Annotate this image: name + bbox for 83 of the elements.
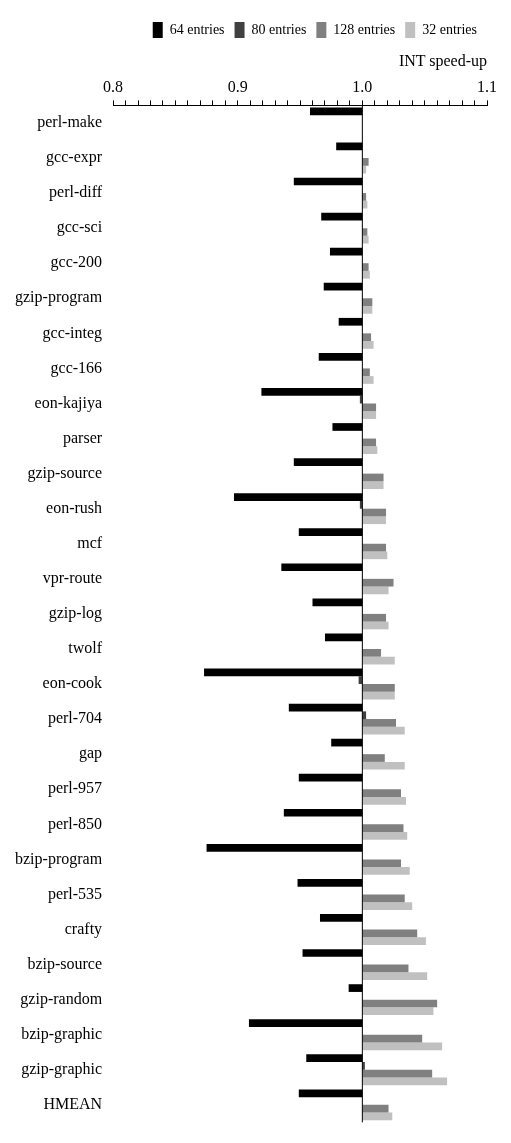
bar bbox=[362, 516, 387, 525]
y-tick-label: gzip-random bbox=[20, 989, 103, 1008]
y-tick-label: perl-850 bbox=[47, 814, 103, 833]
bar bbox=[362, 298, 373, 306]
bar bbox=[362, 972, 428, 981]
bar bbox=[362, 719, 397, 727]
bar bbox=[362, 999, 438, 1008]
bar bbox=[362, 867, 410, 875]
y-tick-label: parser bbox=[62, 428, 103, 447]
bar bbox=[362, 691, 395, 700]
y-tick-label: gzip-log bbox=[48, 604, 103, 623]
y-tick-label: bzip-program bbox=[15, 849, 103, 868]
bar bbox=[362, 551, 388, 560]
y-tick-label: twolf bbox=[68, 639, 103, 657]
y-tick-label: perl-diff bbox=[49, 183, 103, 202]
y-tick-label: vpr-route bbox=[42, 569, 103, 588]
y-tick-label: gzip-source bbox=[27, 463, 103, 482]
y-tick-label: bzip-source bbox=[27, 954, 103, 973]
bar bbox=[362, 403, 377, 412]
y-tick-label: gcc-expr bbox=[46, 148, 103, 167]
bar bbox=[362, 578, 394, 587]
legend-label: 128 entries bbox=[333, 21, 396, 37]
bar bbox=[362, 726, 405, 735]
bar bbox=[362, 1104, 389, 1113]
bar bbox=[362, 684, 395, 692]
x-tick-label: 0.9 bbox=[227, 78, 248, 95]
bar bbox=[362, 158, 369, 166]
y-tick-label: gcc-sci bbox=[56, 218, 103, 237]
bar bbox=[362, 754, 385, 762]
bar bbox=[362, 586, 389, 595]
y-tick-label: gzip-graphic bbox=[21, 1060, 103, 1078]
y-tick-label: perl-957 bbox=[47, 779, 103, 798]
bar bbox=[362, 446, 378, 454]
bar bbox=[362, 832, 408, 840]
y-tick-label: mcf bbox=[77, 533, 103, 551]
legend-label: 32 entries bbox=[422, 21, 478, 37]
bar bbox=[362, 263, 369, 271]
y-tick-label: gcc-200 bbox=[50, 253, 103, 272]
y-tick-label: gzip-program bbox=[15, 288, 103, 307]
bar bbox=[362, 796, 406, 805]
x-tick-label: 1.1 bbox=[477, 78, 497, 95]
x-tick-label: 1.0 bbox=[352, 78, 373, 95]
bar bbox=[362, 1007, 434, 1016]
y-tick-label: crafty bbox=[64, 919, 103, 938]
y-tick-label: eon-kajiya bbox=[34, 393, 103, 412]
bar bbox=[362, 333, 372, 342]
x-tick-label: 0.8 bbox=[103, 78, 124, 95]
y-tick-label: gcc-166 bbox=[50, 358, 103, 377]
bar bbox=[362, 473, 384, 482]
bar bbox=[362, 376, 374, 384]
bar bbox=[362, 1077, 448, 1086]
y-tick-label: HMEAN bbox=[43, 1095, 103, 1113]
bar bbox=[362, 937, 426, 945]
bar bbox=[362, 235, 369, 244]
bar bbox=[362, 656, 395, 665]
bar bbox=[362, 481, 384, 490]
bar bbox=[362, 411, 377, 419]
bar bbox=[362, 1069, 433, 1078]
y-tick-label: bzip-graphic bbox=[21, 1024, 103, 1043]
bar bbox=[362, 761, 405, 770]
y-tick-label: perl-make bbox=[37, 113, 103, 132]
bar bbox=[362, 305, 373, 314]
legend-label: 80 entries bbox=[251, 21, 307, 37]
y-tick-label: perl-704 bbox=[47, 709, 103, 728]
y-tick-label: gcc-integ bbox=[42, 323, 103, 342]
bar bbox=[362, 270, 370, 279]
y-tick-label: eon-cook bbox=[42, 674, 103, 692]
y-tick-label: gap bbox=[78, 744, 103, 763]
bar bbox=[362, 613, 387, 622]
bar bbox=[362, 621, 389, 630]
legend-label: 64 entries bbox=[169, 21, 225, 37]
x-axis-title: INT speed-up bbox=[398, 51, 487, 70]
bar bbox=[362, 859, 401, 868]
bar bbox=[362, 894, 405, 903]
bar bbox=[362, 1042, 443, 1051]
bar bbox=[362, 789, 401, 797]
y-tick-label: perl-535 bbox=[47, 884, 103, 903]
y-tick-label: eon-rush bbox=[46, 498, 103, 516]
bar bbox=[362, 368, 370, 377]
bar bbox=[362, 341, 374, 349]
bar bbox=[362, 824, 404, 833]
bar bbox=[362, 648, 382, 657]
bar bbox=[362, 902, 413, 910]
